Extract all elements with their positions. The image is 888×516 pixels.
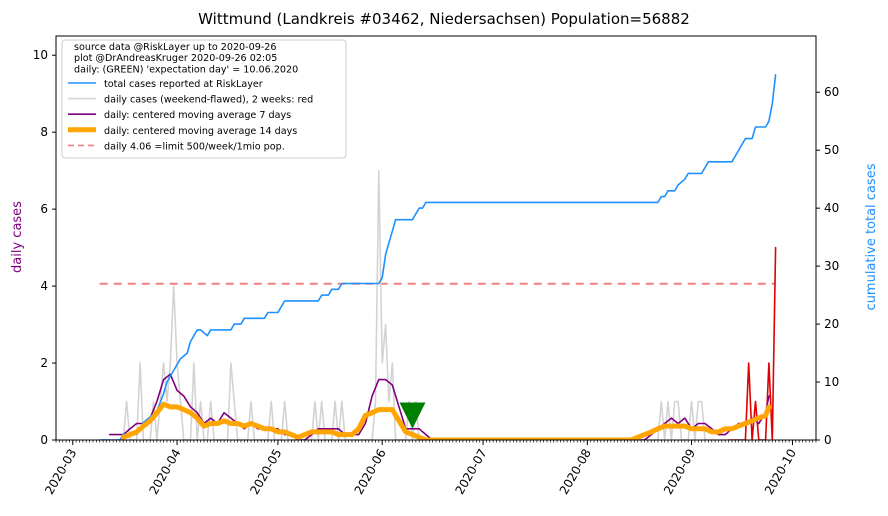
- chart-title: Wittmund (Landkreis #03462, Niedersachse…: [198, 10, 690, 28]
- legend-label-0: total cases reported at RiskLayer: [104, 79, 263, 90]
- y-left-tick-label-3: 6: [40, 202, 48, 216]
- x-tick-label-3: 2020-06: [352, 447, 389, 497]
- plot-area: [98, 74, 777, 440]
- y-right-tick-label-5: 50: [824, 143, 839, 157]
- series-line-0: [98, 74, 777, 440]
- series-line-4: [120, 401, 772, 440]
- legend-header-line-1: plot @DrAndreasKruger 2020-09-26 02:05: [74, 53, 277, 64]
- legend-header-line-2: daily: (GREEN) 'expectation day' = 10.06…: [74, 64, 298, 75]
- y-right-tick-label-0: 0: [824, 433, 832, 447]
- x-tick-label-2: 2020-05: [247, 447, 284, 497]
- y-right-tick-label-3: 30: [824, 259, 839, 273]
- y-left-tick-label-5: 10: [33, 48, 48, 62]
- y-right-tick-label-4: 40: [824, 201, 839, 215]
- x-tick-label-0: 2020-03: [42, 447, 79, 497]
- legend: source data @RiskLayer up to 2020-09-26p…: [61, 39, 347, 159]
- legend-label-4: daily 4.06 =limit 500/week/1mio pop.: [104, 141, 285, 152]
- y-left-tick-label-2: 4: [40, 279, 48, 293]
- x-tick-label-5: 2020-08: [557, 447, 594, 497]
- expectation-day-marker: [399, 402, 426, 429]
- x-tick-label-7: 2020-10: [762, 447, 799, 497]
- x-tick-label-4: 2020-07: [452, 447, 489, 497]
- series-group: [98, 74, 777, 440]
- series-line-3: [109, 373, 770, 440]
- y-left-tick-label-0: 0: [40, 433, 48, 447]
- x-tick-label-6: 2020-09: [661, 447, 698, 497]
- legend-label-1: daily cases (weekend-flawed), 2 weeks: r…: [104, 95, 313, 106]
- y-left-tick-label-1: 2: [40, 356, 48, 370]
- x-tick-label-1: 2020-04: [146, 447, 183, 497]
- legend-label-3: daily: centered moving average 14 days: [104, 126, 297, 137]
- y-right-tick-label-1: 10: [824, 375, 839, 389]
- series-line-1: [98, 169, 730, 440]
- y-axis-left-label: daily cases: [10, 201, 25, 273]
- y-left-tick-label-4: 8: [40, 125, 48, 139]
- y-right-tick-label-2: 20: [824, 317, 839, 331]
- legend-box: [61, 39, 347, 159]
- y-axis-right-label: cumulative total cases: [864, 163, 879, 310]
- y-right-tick-label-6: 60: [824, 85, 839, 99]
- legend-header-line-0: source data @RiskLayer up to 2020-09-26: [74, 42, 277, 53]
- legend-label-2: daily: centered moving average 7 days: [104, 110, 291, 121]
